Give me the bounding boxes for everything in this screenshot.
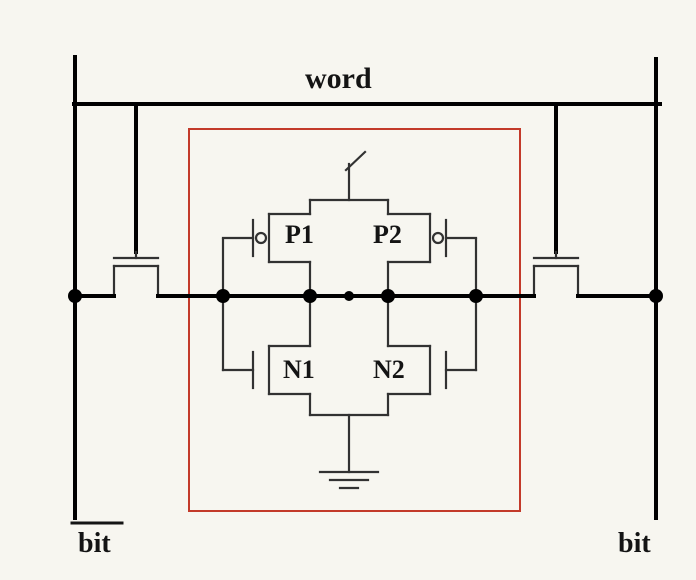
label-P1: P1 [285,220,314,249]
node-6 [344,291,354,301]
node-4 [303,289,317,303]
label-N2: N2 [373,355,405,384]
label-N1: N1 [283,355,315,384]
label-bit_r: bit [618,528,651,559]
node-5 [381,289,395,303]
label-word: word [305,62,372,95]
node-0 [68,289,82,303]
label-P2: P2 [373,220,402,249]
label-bit_l: bit [78,528,111,559]
sram-6t-cell-diagram: word P1 P2 N1 N2 bit bit [0,0,696,580]
node-2 [216,289,230,303]
node-3 [469,289,483,303]
node-1 [649,289,663,303]
